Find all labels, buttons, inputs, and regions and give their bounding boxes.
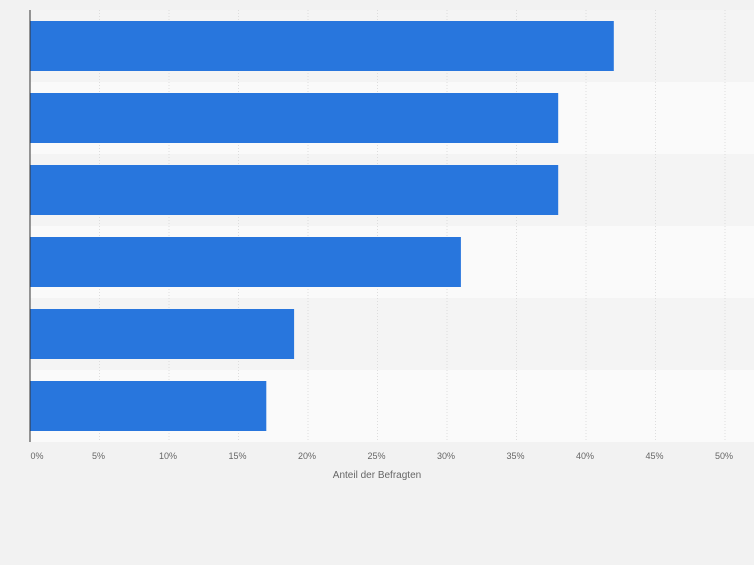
x-tick-label: 0% [30,451,43,461]
bar[interactable] [30,93,559,143]
x-tick-label: 35% [506,451,524,461]
bar[interactable] [30,165,559,215]
bar[interactable] [30,21,614,71]
bars [30,21,614,431]
x-tick-label: 10% [159,451,177,461]
x-tick-label: 25% [367,451,385,461]
x-tick-label: 15% [228,451,246,461]
gridlines [99,10,726,442]
x-tick-label: 20% [298,451,316,461]
row-bands [30,10,754,442]
bar[interactable] [30,309,295,359]
x-tick-label: 5% [92,451,105,461]
x-tick-label: 40% [576,451,594,461]
bar[interactable] [30,381,267,431]
x-tick-label: 45% [645,451,663,461]
x-tick-label: 50% [715,451,733,461]
x-tick-label: 30% [437,451,455,461]
x-axis-label: Anteil der Befragten [333,470,421,481]
x-axis-tick-labels: 0% 5% 10% 15% 20% 25% 30% 35% 40% 45% 50% [30,451,733,461]
bar[interactable] [30,237,461,287]
